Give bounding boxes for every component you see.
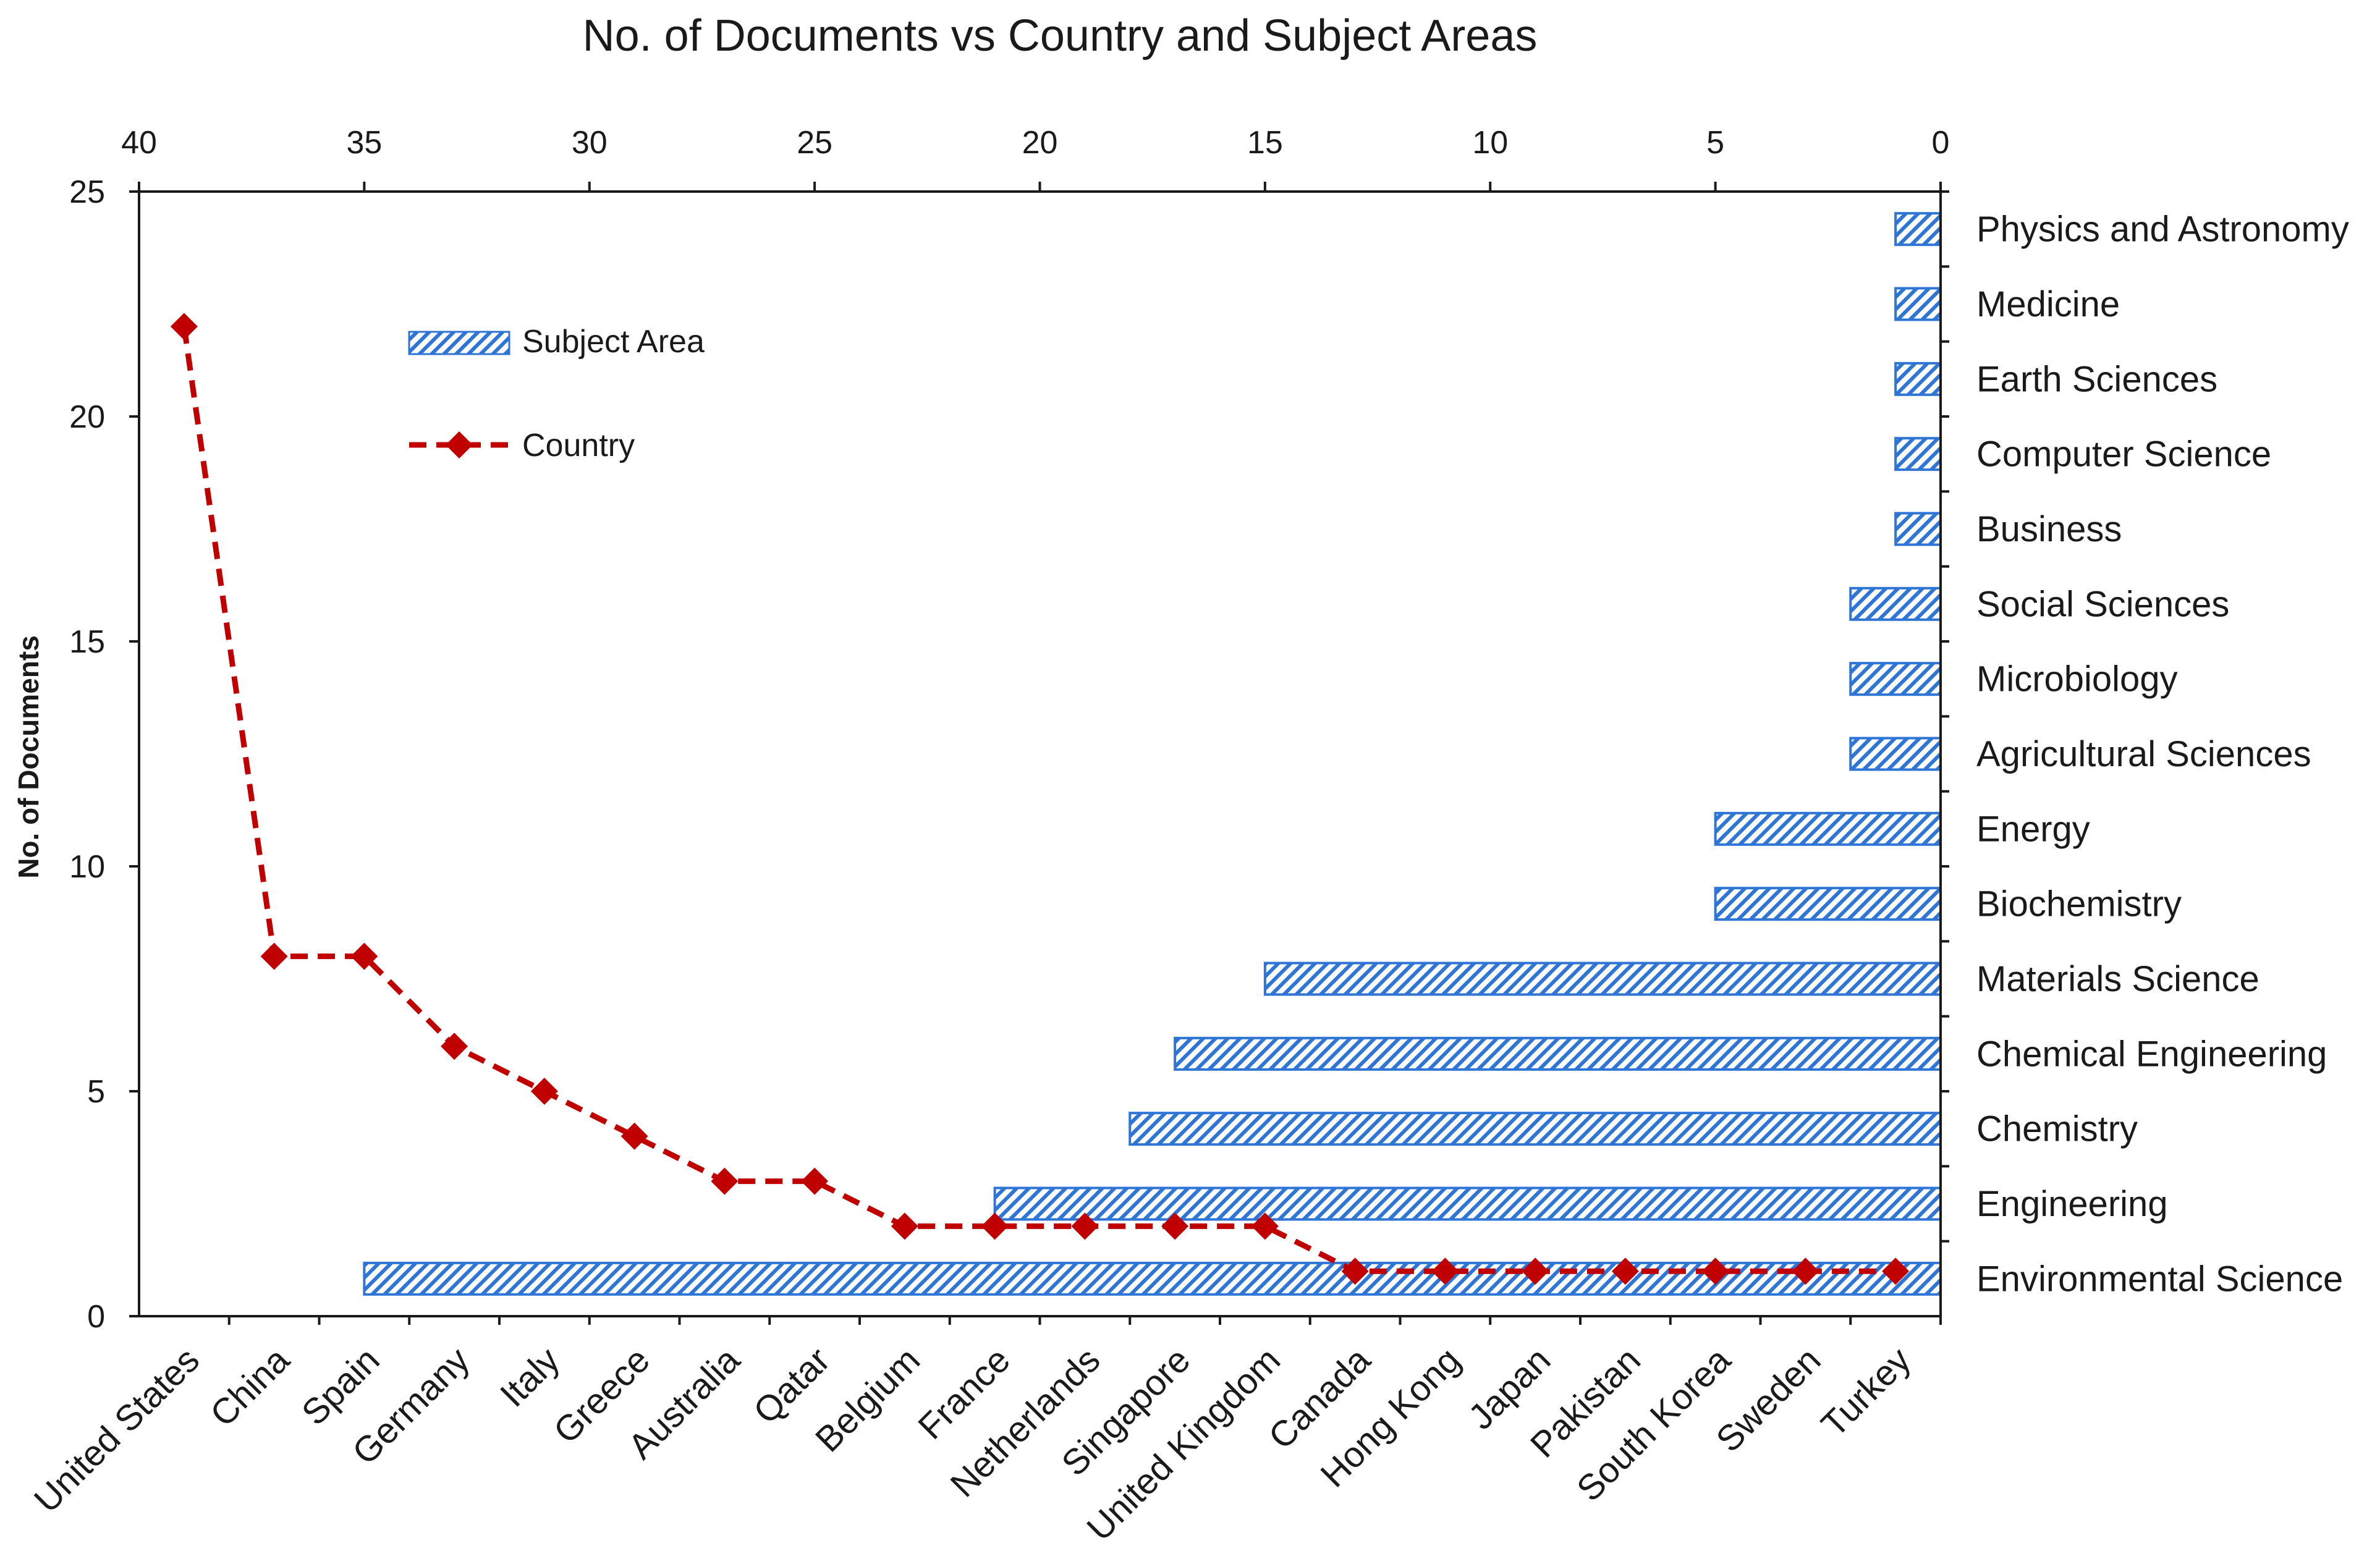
country-label: United States <box>27 1340 207 1520</box>
subject-bar <box>1894 287 1942 321</box>
subject-bar <box>1263 961 1942 996</box>
chart-title: No. of Documents vs Country and Subject … <box>583 11 1538 61</box>
subject-area-label: Earth Sciences <box>1976 359 2217 399</box>
country-label: China <box>203 1340 298 1435</box>
subject-bar <box>1714 811 1942 846</box>
country-point <box>1251 1212 1279 1240</box>
subject-bar <box>1849 586 1942 621</box>
subject-area-label: Agricultural Sciences <box>1976 734 2311 774</box>
country-label: Turkey <box>1814 1340 1919 1445</box>
top-tick-label: 20 <box>1022 125 1058 161</box>
subject-bar <box>1894 361 1942 396</box>
y-tick-label: 10 <box>69 849 105 885</box>
country-point <box>711 1167 739 1195</box>
country-point <box>350 942 378 970</box>
axis-labels: 0 5 10 15 20 25 40 35 30 25 20 15 10 5 0 Physics and As… <box>27 125 2349 1549</box>
subject-area-label: Business <box>1976 509 2122 549</box>
legend-line-marker <box>446 431 473 459</box>
country-point <box>1611 1257 1639 1285</box>
country-point <box>1792 1257 1819 1285</box>
subject-area-label: Biochemistry <box>1976 884 2182 924</box>
y-tick-label: 15 <box>69 624 105 660</box>
subject-bar <box>1849 737 1942 771</box>
subject-area-label: Engineering <box>1976 1184 2168 1224</box>
top-tick-label: 25 <box>797 125 832 161</box>
subject-area-label: Environmental Science <box>1976 1259 2343 1299</box>
top-tick-label: 15 <box>1247 125 1283 161</box>
country-series <box>170 313 1910 1285</box>
country-point <box>530 1078 558 1105</box>
country-point <box>170 313 198 340</box>
subject-bar <box>1714 887 1942 921</box>
axes <box>129 182 1949 1325</box>
subject-bar <box>363 1261 1942 1296</box>
top-tick-label: 10 <box>1472 125 1508 161</box>
legend: Subject Area Country <box>408 324 705 463</box>
subject-area-label: Energy <box>1976 809 2090 849</box>
country-point <box>441 1033 468 1060</box>
y-axis-label: No. of Documents <box>12 635 44 879</box>
subject-bar <box>1174 1036 1942 1071</box>
subject-area-label: Social Sciences <box>1976 584 2229 624</box>
subject-area-label: Materials Science <box>1976 959 2259 999</box>
subject-area-label: Medicine <box>1976 284 2120 324</box>
country-point <box>620 1122 648 1150</box>
country-point <box>260 942 288 970</box>
subject-area-label: Physics and Astronomy <box>1976 209 2349 250</box>
subject-bar <box>1894 512 1942 546</box>
country-point <box>981 1212 1009 1240</box>
subject-area-label: Computer Science <box>1976 434 2271 475</box>
top-tick-label: 30 <box>572 125 608 161</box>
country-point <box>1882 1257 1910 1285</box>
country-point <box>1701 1257 1729 1285</box>
subject-area-bars <box>363 212 1942 1296</box>
subject-bar <box>1129 1112 1942 1146</box>
legend-bar-swatch <box>408 331 510 355</box>
country-point <box>1522 1257 1549 1285</box>
country-point <box>1341 1257 1369 1285</box>
subject-area-label: Chemical Engineering <box>1976 1034 2327 1074</box>
top-tick-label: 5 <box>1706 125 1724 161</box>
country-label: Italy <box>493 1340 567 1414</box>
y-tick-label: 25 <box>69 174 105 210</box>
legend-line-label: Country <box>522 428 635 463</box>
legend-bar-label: Subject Area <box>522 324 705 360</box>
subject-bar <box>1894 212 1942 247</box>
y-tick-label: 5 <box>87 1074 105 1110</box>
subject-bar <box>1849 662 1942 696</box>
country-point <box>1161 1212 1189 1240</box>
country-point <box>801 1167 829 1195</box>
top-tick-label: 0 <box>1932 125 1950 161</box>
y-tick-label: 20 <box>69 399 105 435</box>
subject-bar <box>1894 437 1942 471</box>
country-point <box>891 1212 918 1240</box>
country-point <box>1431 1257 1459 1285</box>
subject-area-label: Chemistry <box>1976 1109 2138 1149</box>
subject-area-label: Microbiology <box>1976 659 2178 699</box>
country-line <box>181 326 1896 1274</box>
top-tick-label: 40 <box>121 125 157 161</box>
y-tick-label: 0 <box>87 1299 105 1335</box>
subject-bar <box>993 1186 1942 1221</box>
country-point <box>1071 1212 1099 1240</box>
top-tick-label: 35 <box>346 125 382 161</box>
